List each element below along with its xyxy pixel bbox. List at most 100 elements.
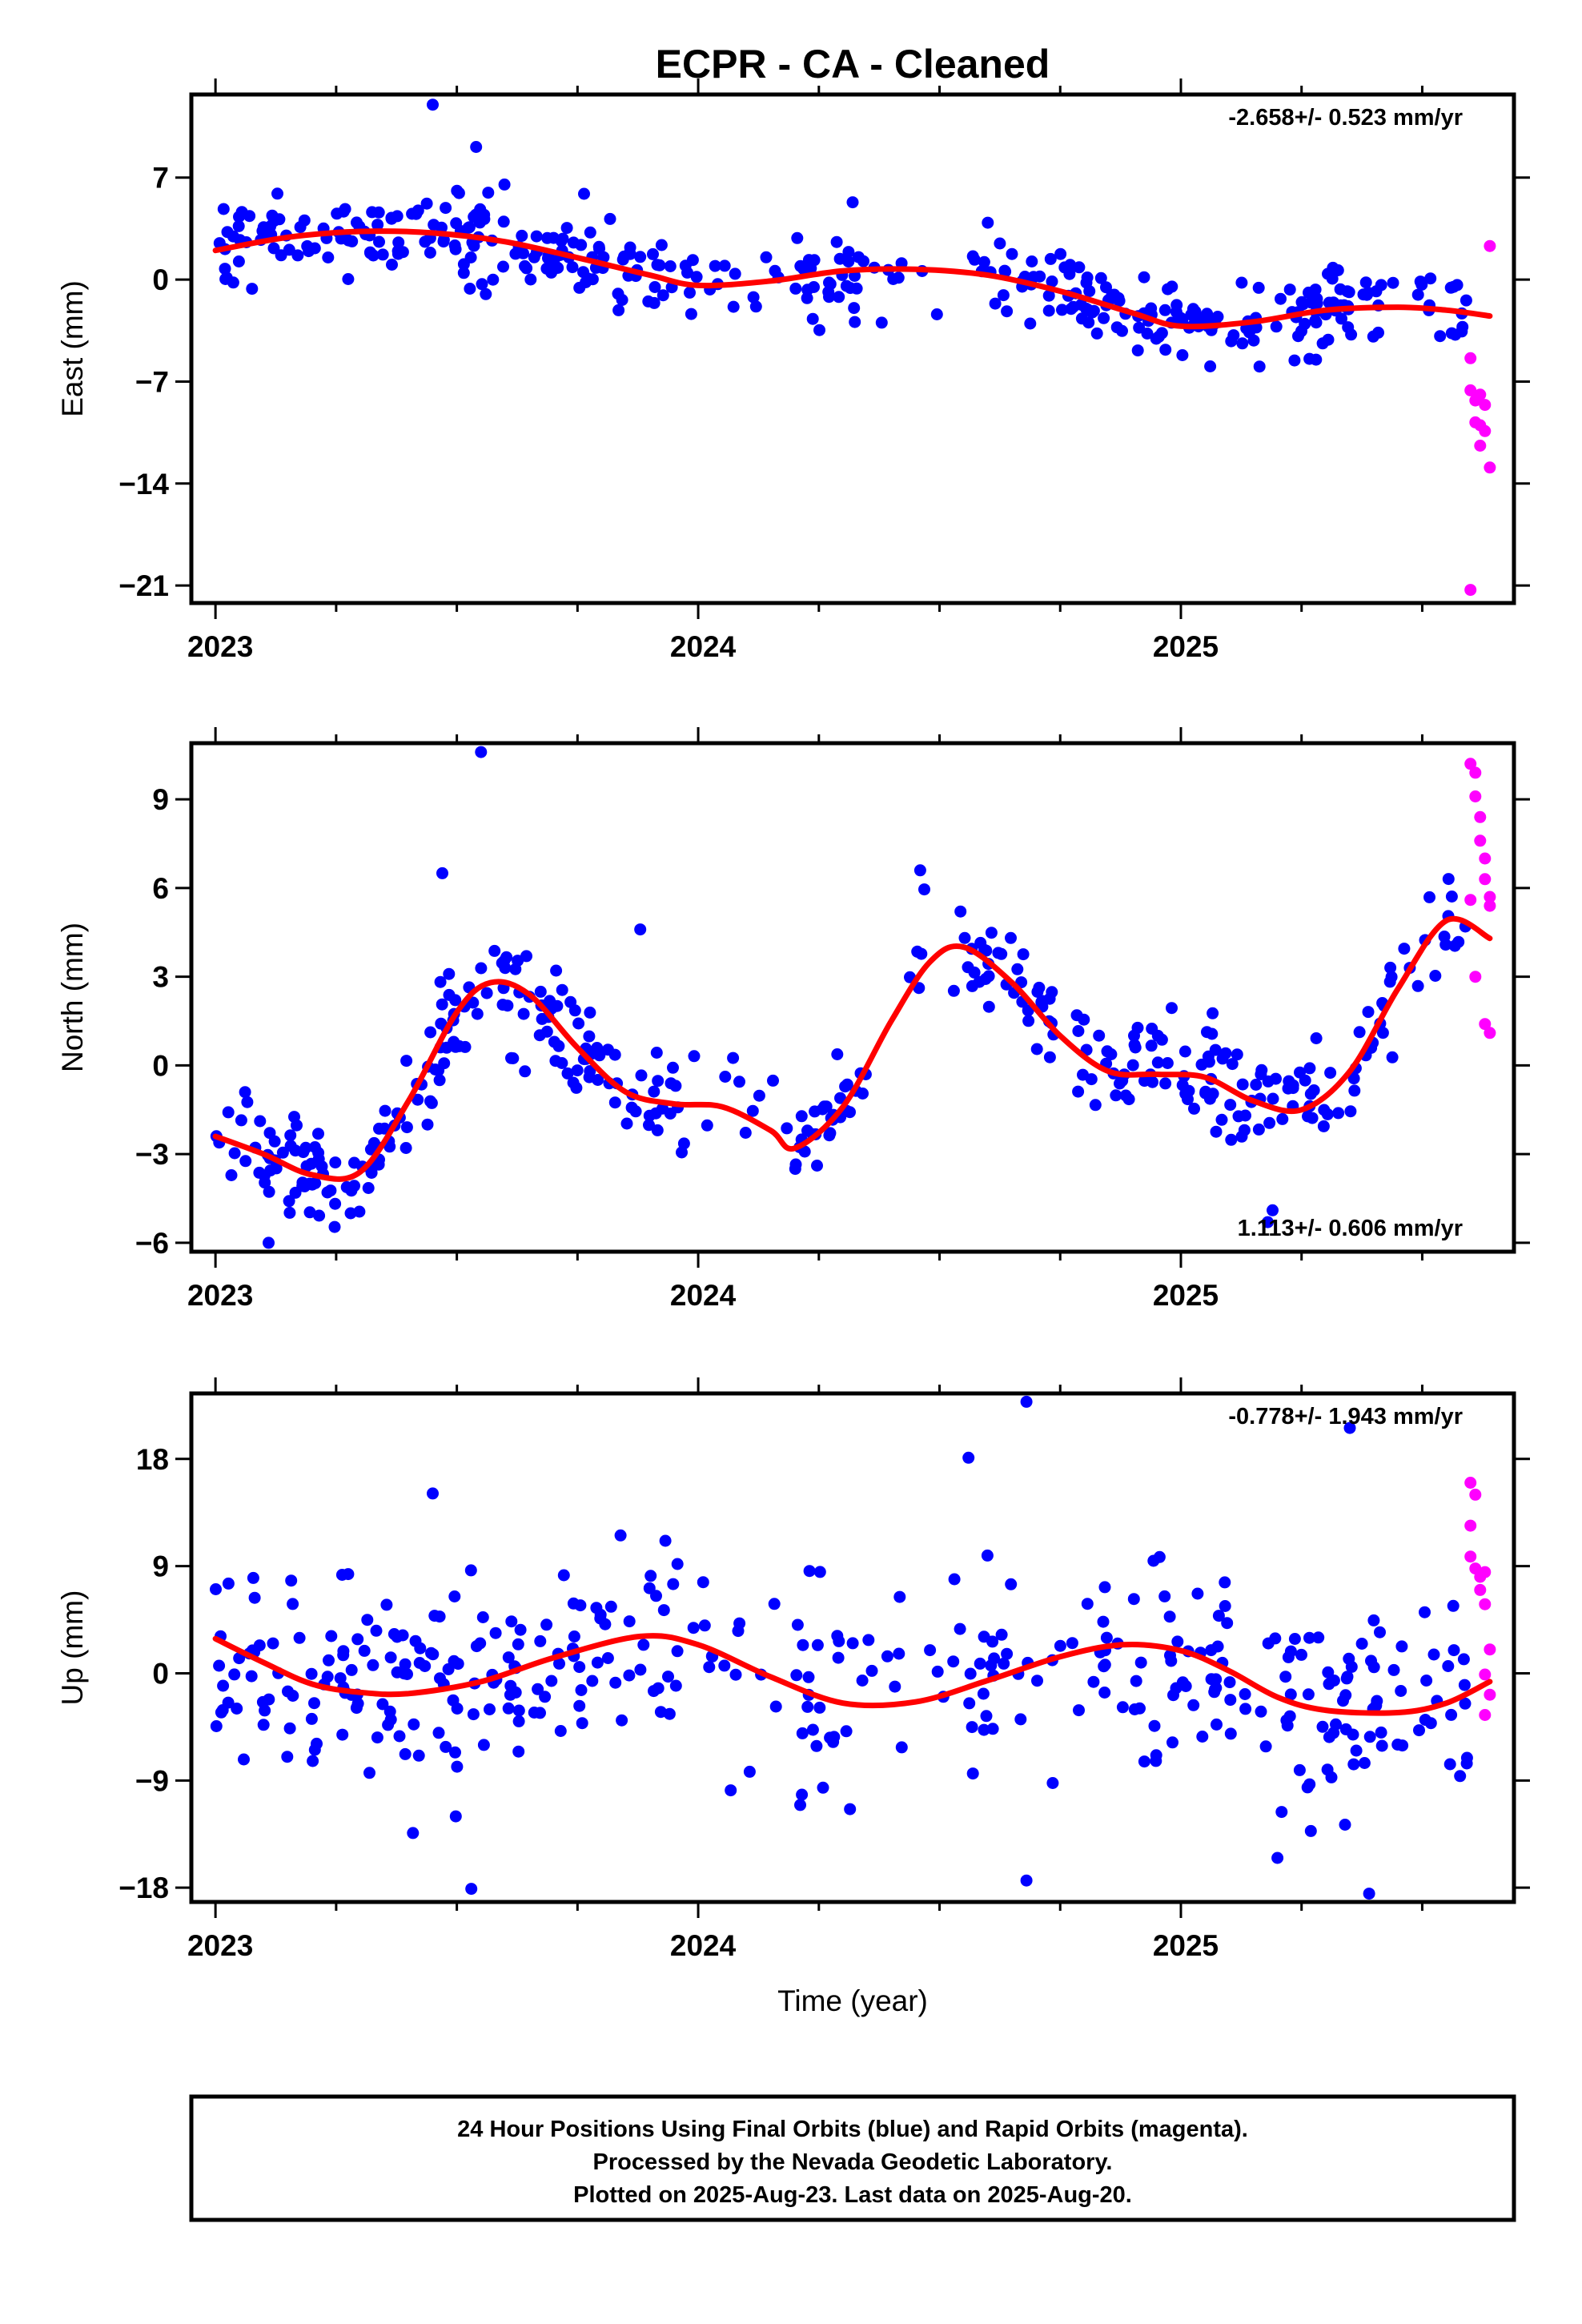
trend-fit-line xyxy=(212,915,1493,1182)
final-orbit-point xyxy=(241,1096,254,1108)
final-orbit-point xyxy=(548,1035,560,1048)
rapid-orbit-point xyxy=(1479,1709,1492,1721)
rapid-orbit-point xyxy=(1479,852,1492,865)
final-orbit-point xyxy=(1024,317,1037,330)
final-orbit-point xyxy=(1317,1120,1330,1132)
final-orbit-point xyxy=(379,1104,391,1117)
final-orbit-point xyxy=(1128,1039,1141,1051)
final-orbit-point xyxy=(1138,1755,1150,1768)
final-orbit-point xyxy=(457,258,470,271)
final-orbit-point xyxy=(1332,1107,1345,1120)
footer-box: 24 Hour Positions Using Final Orbits (bl… xyxy=(189,2094,1516,2222)
rapid-orbit-point xyxy=(1484,1643,1496,1656)
final-orbit-point xyxy=(964,1667,977,1680)
x-axis-label: Time (year) xyxy=(777,1984,928,2017)
final-orbit-point xyxy=(1424,272,1437,285)
final-orbit-point xyxy=(881,1650,893,1663)
rapid-orbit-point xyxy=(1479,873,1492,886)
final-orbit-point xyxy=(1444,281,1457,294)
final-orbit-point xyxy=(534,1634,547,1647)
plot-frame xyxy=(189,1391,1516,1904)
final-orbit-point xyxy=(245,1670,258,1683)
final-orbit-point xyxy=(583,1030,596,1043)
final-orbit-point xyxy=(337,205,350,218)
final-orbit-point xyxy=(540,1618,553,1631)
final-orbit-point xyxy=(727,300,740,313)
final-orbit-point xyxy=(1316,337,1329,350)
final-orbit-point xyxy=(1097,1615,1110,1628)
final-orbit-point xyxy=(305,1667,318,1680)
final-orbit-point xyxy=(1005,931,1017,944)
velocity-rate-label: -0.778+/- 1.943 mm/yr xyxy=(1228,1404,1463,1429)
x-tick-label: 2024 xyxy=(670,1929,737,1962)
rapid-orbit-point xyxy=(1474,810,1487,823)
final-orbit-point xyxy=(1276,1112,1289,1125)
final-orbit-point xyxy=(1153,1550,1166,1563)
final-orbit-point xyxy=(1326,272,1339,285)
final-orbit-point xyxy=(650,1047,663,1059)
final-orbit-point xyxy=(1054,247,1067,260)
final-orbit-point xyxy=(1427,1648,1440,1661)
final-orbit-point xyxy=(412,1093,424,1106)
final-orbit-point xyxy=(806,312,819,325)
final-orbit-point xyxy=(634,923,647,936)
rapid-orbit-point xyxy=(1469,790,1482,802)
final-orbit-point xyxy=(584,1006,596,1019)
y-tick-label: −14 xyxy=(118,468,169,501)
final-orbit-point xyxy=(857,1088,869,1100)
final-orbit-point xyxy=(1166,280,1178,293)
final-orbit-point xyxy=(1046,986,1058,999)
final-orbit-point xyxy=(1187,1699,1200,1711)
final-orbit-point xyxy=(1072,1025,1085,1037)
final-orbit-point xyxy=(474,1637,487,1650)
final-orbit-point xyxy=(263,1693,275,1706)
final-orbit-point xyxy=(1131,344,1144,357)
rapid-orbit-point xyxy=(1474,1583,1487,1596)
final-orbit-point xyxy=(1138,271,1150,283)
final-orbit-point xyxy=(1081,1598,1094,1610)
final-orbit-point xyxy=(1375,279,1387,292)
final-orbit-point xyxy=(1413,1724,1425,1737)
final-orbit-point xyxy=(471,1007,484,1020)
final-orbit-point xyxy=(322,251,335,263)
east-panel: 7 0 −7 −14 −21 2023 2024 2025 East (mm) -2.658+/-… xyxy=(56,78,1530,663)
final-orbit-point xyxy=(498,955,511,967)
final-orbit-point xyxy=(335,232,347,245)
final-orbit-point xyxy=(1170,1682,1182,1695)
final-orbit-point xyxy=(794,1799,806,1811)
final-orbit-point xyxy=(1219,1600,1231,1612)
final-orbit-point xyxy=(688,1050,701,1063)
final-orbit-point xyxy=(329,1197,342,1210)
y-tick-label: 9 xyxy=(152,1550,169,1583)
final-orbit-point xyxy=(612,304,625,316)
final-orbit-point xyxy=(1267,1204,1279,1216)
final-orbit-point xyxy=(425,1647,437,1659)
final-orbit-point xyxy=(462,221,475,234)
final-orbit-point xyxy=(1017,948,1030,961)
final-orbit-point xyxy=(393,1730,406,1743)
final-orbit-point xyxy=(213,1659,226,1672)
final-orbit-point xyxy=(1116,1701,1129,1714)
final-orbit-point xyxy=(1419,1606,1431,1618)
final-orbit-point xyxy=(834,1092,846,1104)
final-orbit-point xyxy=(828,1731,841,1743)
final-orbit-point xyxy=(968,253,981,266)
final-orbit-point xyxy=(573,1699,586,1712)
final-orbit-point xyxy=(833,1634,845,1647)
final-orbit-point xyxy=(1411,979,1424,992)
final-orbit-point xyxy=(1087,1675,1100,1688)
final-orbit-point xyxy=(1054,1639,1066,1652)
final-orbit-point xyxy=(749,300,762,313)
plot-frame xyxy=(189,741,1516,1254)
rapid-orbit-point xyxy=(1464,584,1477,597)
final-orbit-point xyxy=(554,1725,567,1737)
final-orbit-point xyxy=(1166,1736,1178,1749)
final-orbit-point xyxy=(509,1686,522,1699)
final-orbit-point xyxy=(1176,349,1189,361)
final-orbit-point xyxy=(1387,276,1399,289)
final-orbit-point xyxy=(681,266,693,279)
final-orbit-point xyxy=(210,1583,222,1595)
final-orbit-point xyxy=(1347,1072,1360,1085)
final-orbit-point xyxy=(1094,271,1107,284)
final-orbit-point xyxy=(725,1784,737,1797)
